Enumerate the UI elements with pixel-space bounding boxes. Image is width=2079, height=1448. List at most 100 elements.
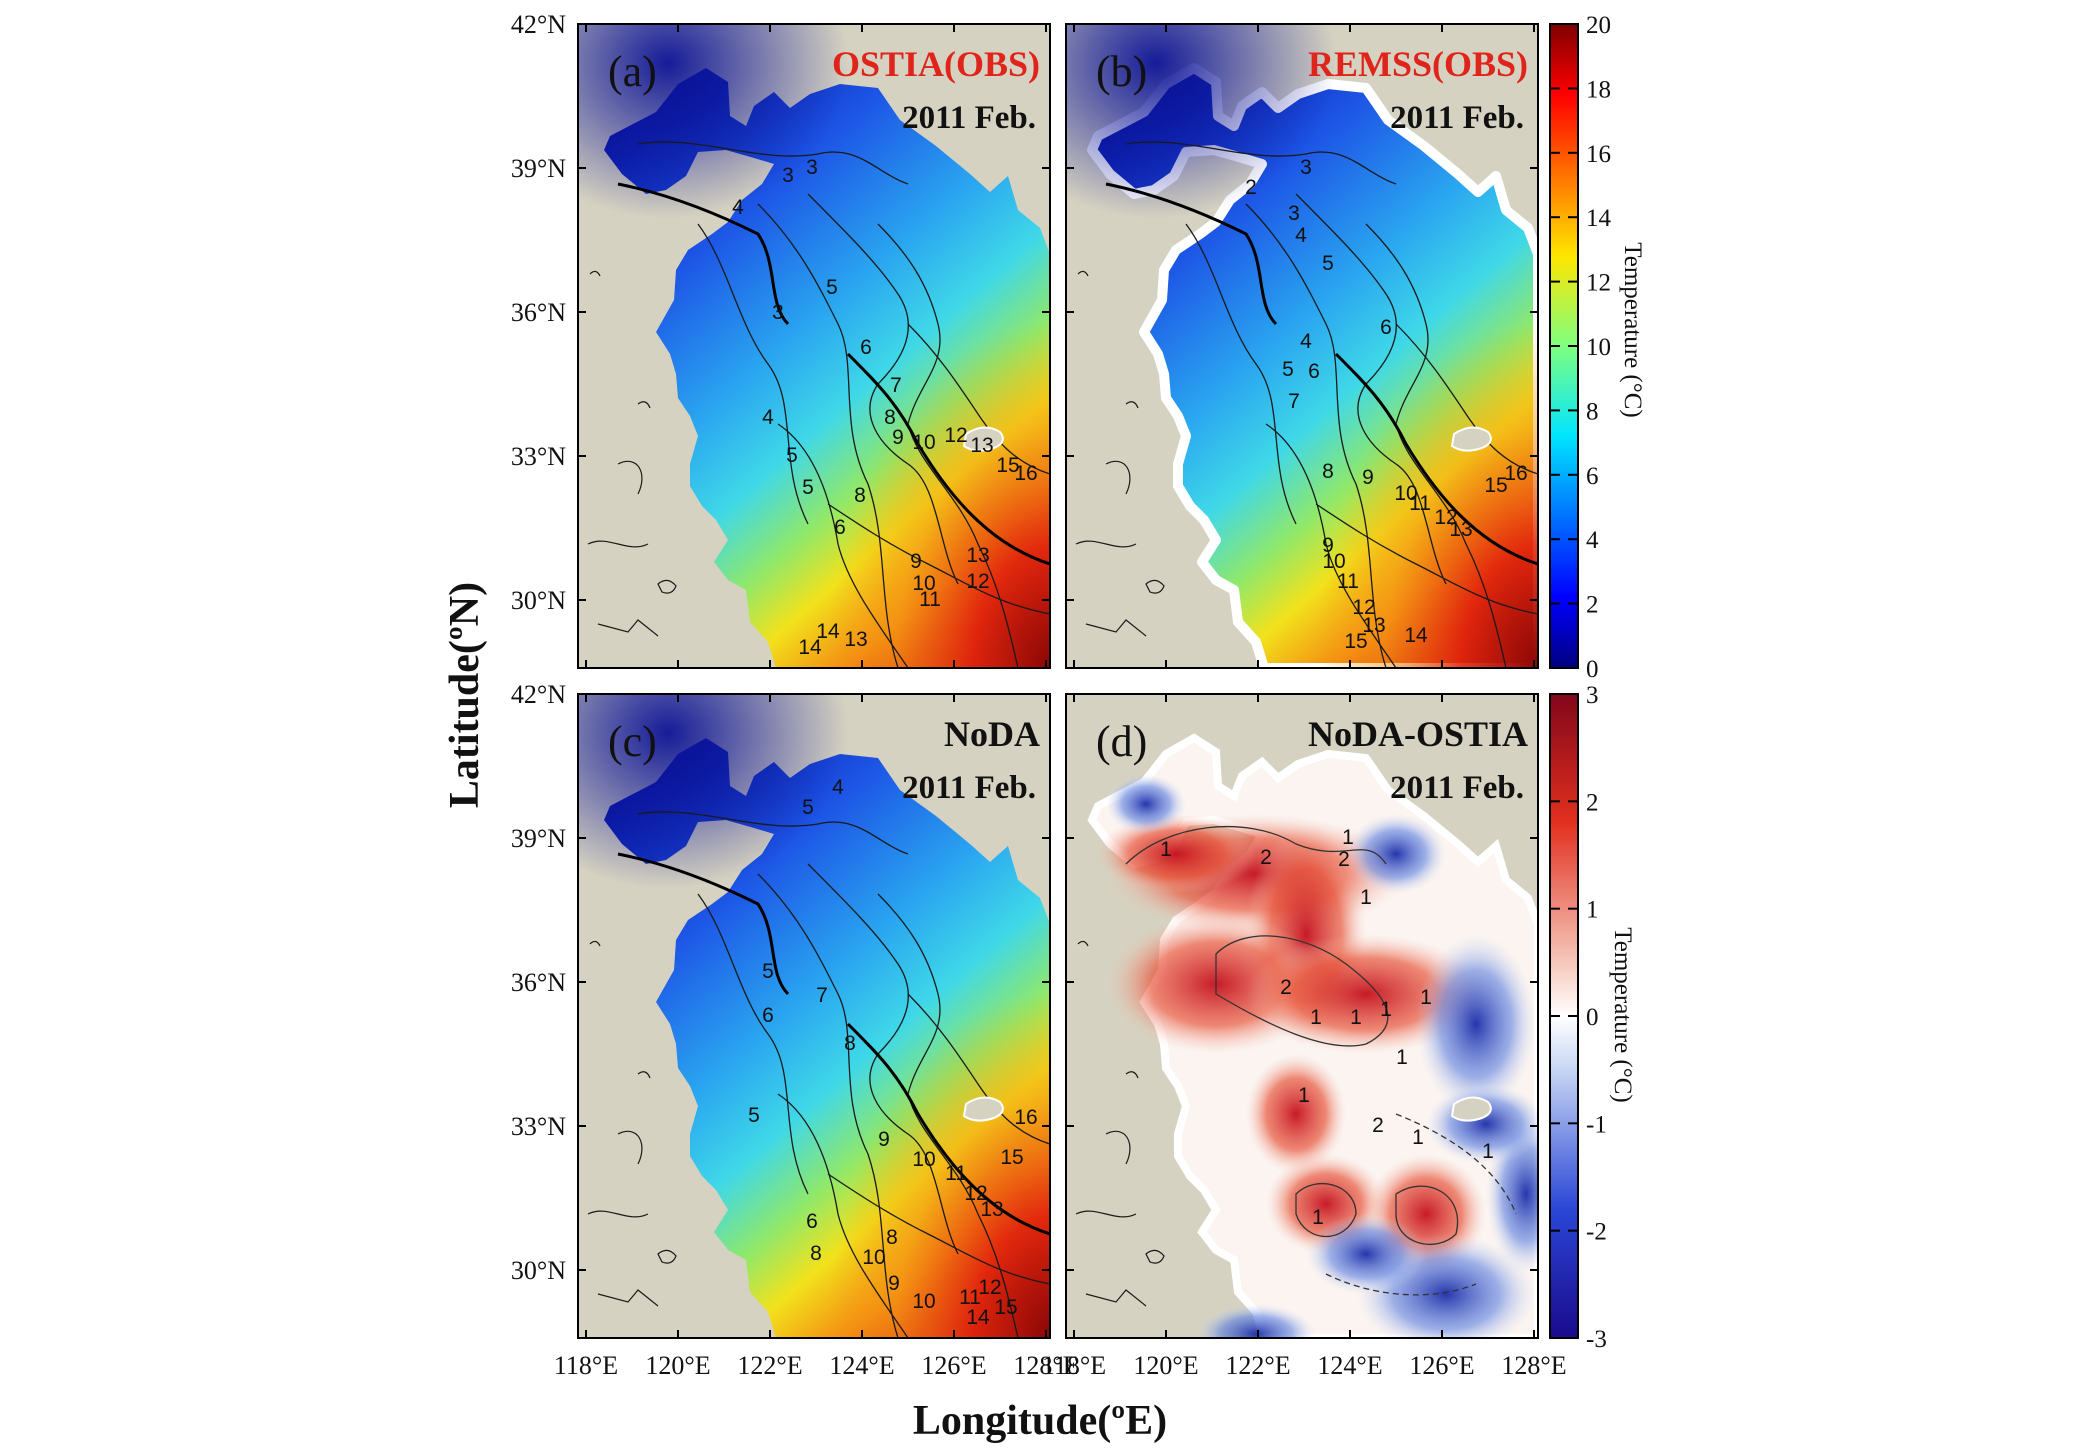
- x-axis-title: Longitude(ºE): [913, 1398, 1167, 1444]
- contour-label: 14: [798, 636, 822, 659]
- frame-ticks: [1066, 23, 1538, 668]
- negative-anomaly: [1416, 934, 1536, 1114]
- coastline-details: [587, 270, 677, 637]
- contour-label: 8: [854, 484, 866, 507]
- contour-label: 11: [919, 588, 941, 611]
- longitude-tick-label: 126°E: [1409, 1351, 1474, 1380]
- contour-label: 9: [888, 1272, 900, 1295]
- longitude-tick-label: 122°E: [1225, 1351, 1290, 1380]
- panel-source-label: NoDA-OSTIA: [1308, 714, 1528, 754]
- panel-letter: (d): [1096, 717, 1147, 766]
- contour-label: 1: [1360, 886, 1372, 909]
- contour-label: 14: [1404, 624, 1428, 647]
- colorbar-tick-label: 12: [1586, 270, 1611, 297]
- contour-label: 8: [884, 406, 896, 429]
- contour-label: 8: [886, 1226, 898, 1249]
- panel-frame: [1065, 693, 1539, 1339]
- contour-label: 5: [762, 960, 774, 983]
- jeju-island: [1451, 1096, 1492, 1122]
- panel-letter: (c): [608, 717, 657, 766]
- jeju-island: [963, 1096, 1004, 1122]
- latitude-tick-label: 30°N: [511, 1256, 566, 1285]
- contour-label: 7: [816, 984, 828, 1007]
- contour-label: 8: [1322, 460, 1334, 483]
- contour-label: 10: [912, 572, 935, 595]
- contour-label: 15: [996, 454, 1019, 477]
- contour-label: 6: [806, 1210, 818, 1233]
- contour-label: 1: [1380, 998, 1392, 1021]
- longitude-tick-label: 128°E: [1013, 1351, 1078, 1380]
- bohai-cold-region: [1066, 24, 1366, 284]
- colorbar-tick-label: 4: [1586, 527, 1599, 554]
- colorbar-tick-label: 8: [1586, 398, 1599, 425]
- frame-ticks: [578, 23, 1050, 668]
- latitude-tick-label: 36°N: [511, 298, 566, 327]
- contour-label: 4: [1295, 224, 1307, 247]
- bohai-cold-region: [578, 694, 878, 954]
- contour-label: 14: [816, 620, 840, 643]
- contour-label: 7: [1288, 390, 1300, 413]
- colorbar-tick-label: 16: [1586, 141, 1611, 168]
- contour-label: 4: [832, 776, 844, 799]
- colorbar-tick-label: 14: [1586, 205, 1612, 232]
- contour-label: 13: [844, 628, 867, 651]
- longitude-tick-label: 120°E: [1133, 1351, 1198, 1380]
- contour-label: 7: [890, 374, 902, 397]
- latitude-tick-label: 30°N: [511, 586, 566, 615]
- panel-date-label: 2011 Feb.: [902, 100, 1036, 136]
- contour-label: 1: [1310, 1006, 1322, 1029]
- contour-label: 1: [1412, 1126, 1424, 1149]
- contour-label: 13: [966, 544, 989, 567]
- contour-label: 1: [1298, 1084, 1310, 1107]
- contour-label: 5: [748, 1104, 760, 1127]
- contour-label: 16: [1504, 462, 1527, 485]
- contour-label: 3: [1288, 202, 1300, 225]
- latitude-tick-label: 33°N: [511, 442, 566, 471]
- contour-label: 2: [1260, 846, 1272, 869]
- bohai-cold-region: [578, 24, 878, 284]
- contour-label: 1: [1342, 826, 1354, 849]
- contour-label: 13: [980, 1198, 1003, 1221]
- contour-label: 9: [1362, 466, 1374, 489]
- contour-label: 15: [1484, 474, 1507, 497]
- frame-ticks: [1066, 693, 1538, 1338]
- positive-anomaly: [1096, 814, 1256, 894]
- colorbar-tick-label: 3: [1586, 682, 1599, 709]
- contour-label: 9: [892, 426, 904, 449]
- colorbar-tick-label: 18: [1586, 76, 1611, 103]
- contour-label: 5: [786, 444, 798, 467]
- contour-label: 3: [806, 156, 818, 179]
- contour-label: 12: [1352, 596, 1375, 619]
- contour-label: 8: [844, 1032, 856, 1055]
- contour-label: 6: [1308, 360, 1320, 383]
- panel-frame: [577, 23, 1051, 669]
- contour-label: 11: [1409, 492, 1431, 515]
- colorbar-tick-label: 2: [1586, 592, 1599, 619]
- contour-label: 5: [802, 796, 814, 819]
- panel-source-label: REMSS(OBS): [1308, 44, 1528, 84]
- frame-ticks: [578, 693, 1050, 1338]
- contour-label: 15: [1344, 630, 1367, 653]
- contour-label: 9: [910, 550, 922, 573]
- isotherm-lines: [617, 141, 1050, 668]
- kuroshio-warm-region: [828, 324, 1050, 668]
- latitude-ticks: 42°N 39°N 36°N 33°N 30°N 42°N 39°N 36°N 33°N 30°N: [511, 10, 566, 1285]
- contour-label: 1: [1350, 1006, 1362, 1029]
- negative-anomaly: [1196, 1304, 1316, 1338]
- latitude-tick-label: 39°N: [511, 824, 566, 853]
- coastline-details: [1075, 270, 1165, 637]
- contour-label: 4: [1300, 330, 1312, 353]
- colorbar-tick-label: -3: [1586, 1326, 1607, 1353]
- longitude-tick-label: 122°E: [737, 1351, 802, 1380]
- colorbar-title-difference: Temperature (°C): [1609, 927, 1636, 1103]
- panel-date-label: 2011 Feb.: [1390, 100, 1524, 136]
- contour-label: 13: [1362, 614, 1385, 637]
- colorbar-tick-label: 6: [1586, 463, 1599, 490]
- contour-label: 16: [1014, 1106, 1037, 1129]
- contour-label: 14: [966, 1306, 990, 1329]
- contour-label: 3: [782, 164, 794, 187]
